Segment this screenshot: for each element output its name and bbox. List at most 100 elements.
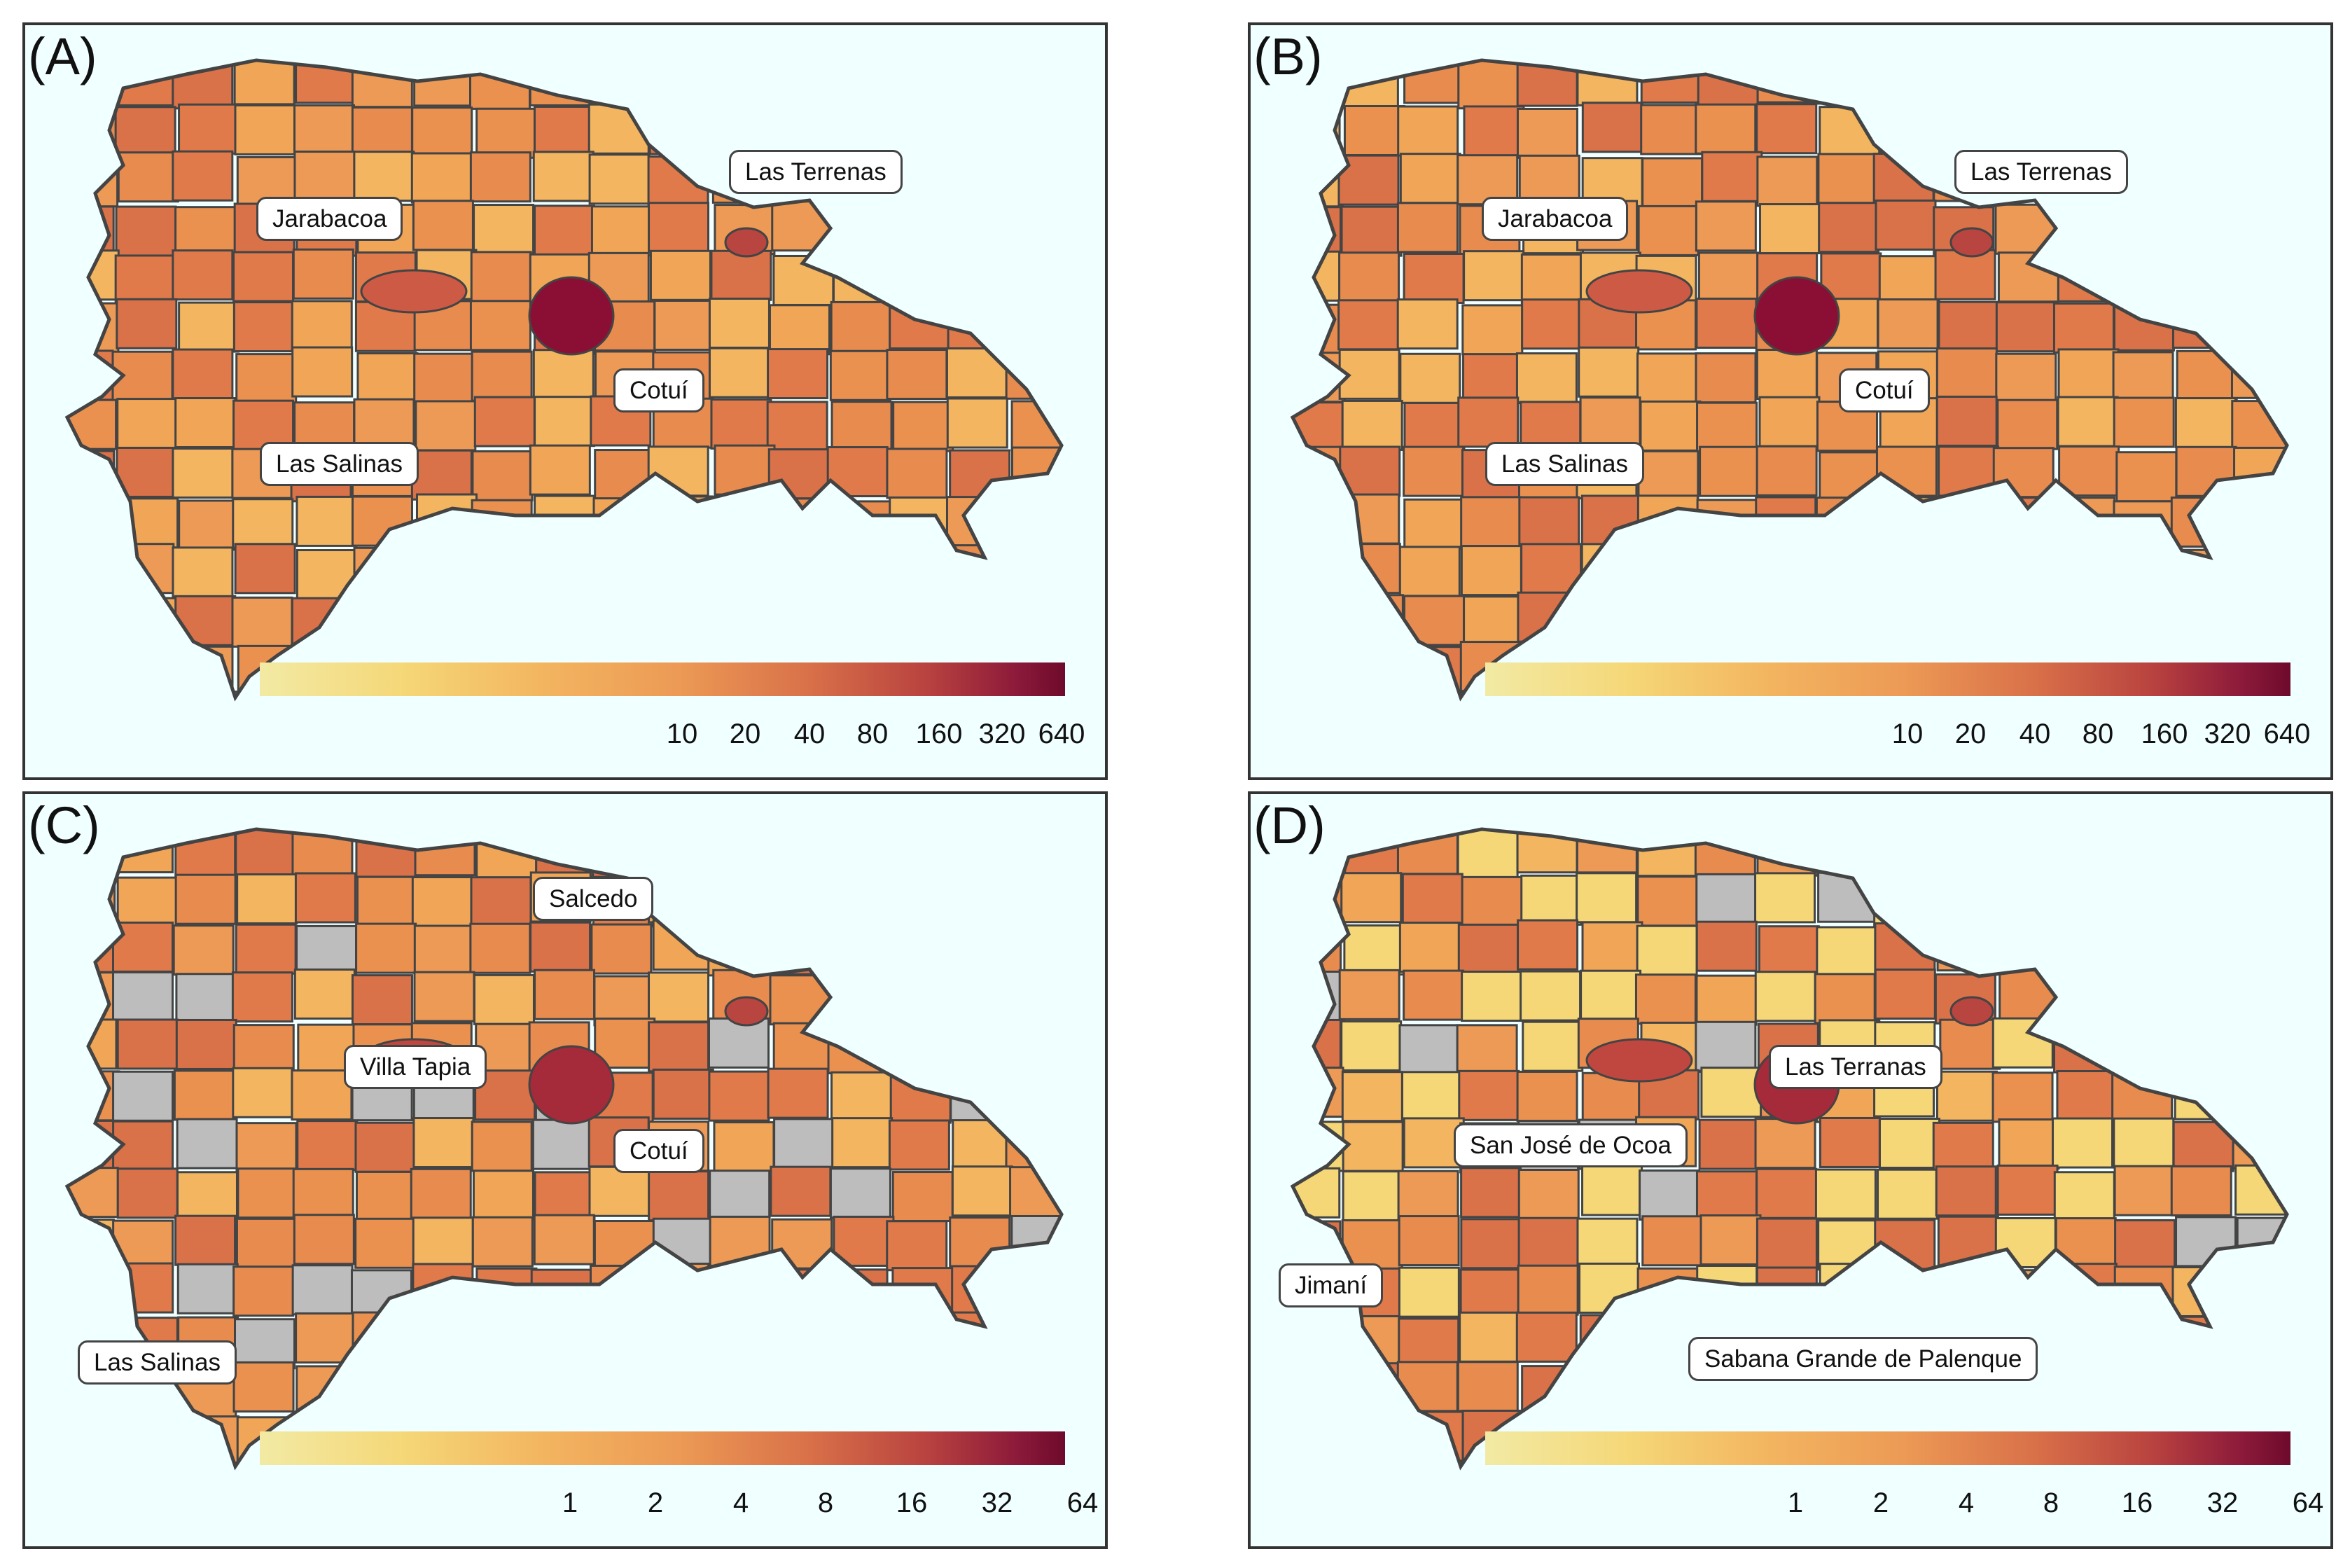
municipality (1070, 54, 1108, 103)
municipality (178, 301, 240, 353)
municipality (886, 546, 948, 598)
legend-tick: 640 (1038, 719, 1085, 749)
municipality (1403, 252, 1465, 304)
municipality (1580, 543, 1643, 595)
municipality (1010, 544, 1062, 596)
municipality (1065, 969, 1108, 1018)
municipality (832, 592, 894, 644)
municipality (237, 1167, 299, 1219)
highlighted-municipality (1753, 276, 1840, 356)
municipality (235, 829, 297, 880)
municipality (356, 875, 418, 927)
municipality (1698, 1118, 1760, 1170)
municipality (231, 971, 293, 1023)
municipality (471, 350, 533, 402)
municipality (766, 401, 828, 452)
municipality (2232, 297, 2287, 349)
municipality (1520, 970, 1582, 1022)
municipality (1293, 694, 1340, 698)
municipality (470, 876, 532, 928)
municipality (172, 546, 234, 598)
municipality (885, 875, 947, 927)
municipality (472, 1170, 534, 1221)
municipality (2297, 1022, 2333, 1071)
municipality (1517, 591, 1579, 643)
callout-label: Jimaní (1279, 1263, 1384, 1307)
municipality (534, 494, 596, 546)
municipality (471, 450, 534, 501)
municipality (1640, 104, 1702, 155)
municipality (232, 251, 295, 303)
legend-tick: 320 (2204, 719, 2251, 749)
municipality (1398, 1317, 1460, 1369)
municipality (1010, 1268, 1062, 1320)
municipality (2294, 1071, 2333, 1121)
municipality (1696, 1264, 1758, 1316)
municipality (1401, 873, 1463, 924)
municipality (2295, 501, 2333, 550)
municipality (712, 499, 774, 550)
municipality (173, 1069, 235, 1121)
municipality (1932, 1121, 1994, 1173)
municipality (1935, 395, 1998, 447)
panel-label: (C) (28, 796, 100, 854)
municipality (886, 1220, 948, 1272)
municipality (1814, 60, 1877, 105)
municipality (769, 548, 831, 600)
municipality (1066, 107, 1108, 156)
municipality (67, 1018, 118, 1070)
municipality (1576, 1217, 1639, 1269)
municipality (766, 104, 828, 155)
municipality (1459, 1311, 1521, 1363)
municipality (1522, 1020, 1584, 1072)
municipality (2052, 924, 2114, 976)
municipality (231, 596, 293, 648)
municipality (828, 972, 891, 1024)
municipality (410, 449, 473, 501)
legend-tick: 4 (1958, 1487, 1975, 1518)
municipality (1339, 694, 1401, 698)
municipality (2234, 202, 2287, 254)
panel-label: (A) (28, 27, 97, 85)
municipality (1695, 974, 1758, 1026)
municipality (1579, 1314, 1641, 1366)
municipality (1293, 445, 1344, 497)
callout-label: Las Terrenas (1954, 150, 2128, 194)
municipality (2231, 1312, 2287, 1364)
municipality (534, 396, 596, 447)
municipality (952, 1119, 1014, 1171)
municipality (112, 1411, 174, 1463)
municipality (1754, 872, 1816, 924)
municipality (832, 871, 894, 923)
municipality (174, 397, 237, 449)
municipality (1403, 969, 1465, 1021)
municipality (766, 1316, 828, 1368)
municipality (889, 1023, 951, 1075)
municipality (830, 300, 892, 352)
municipality (1293, 352, 1346, 403)
municipality (2111, 1364, 2174, 1415)
municipality (950, 252, 1012, 304)
municipality (67, 1070, 120, 1122)
municipality (1576, 592, 1638, 644)
municipality (1066, 256, 1108, 305)
municipality (709, 1170, 771, 1221)
municipality (291, 1069, 353, 1121)
municipality (531, 1364, 594, 1415)
callout-label: Jarabacoa (1482, 197, 1629, 241)
municipality (529, 444, 591, 496)
callout-label: Jarabacoa (256, 197, 403, 241)
municipality (1581, 1165, 1643, 1216)
highlighted-municipality (724, 996, 769, 1027)
municipality (295, 60, 357, 104)
municipality (351, 974, 413, 1026)
municipality (1006, 494, 1062, 546)
municipality (1403, 401, 1466, 453)
municipality (1637, 204, 1699, 256)
municipality (1521, 298, 1583, 350)
municipality (1998, 594, 2061, 646)
municipality (2114, 1219, 2176, 1270)
municipality (1695, 103, 1757, 155)
callout-label: Las Salinas (1485, 442, 1644, 486)
municipality (1398, 1024, 1461, 1076)
